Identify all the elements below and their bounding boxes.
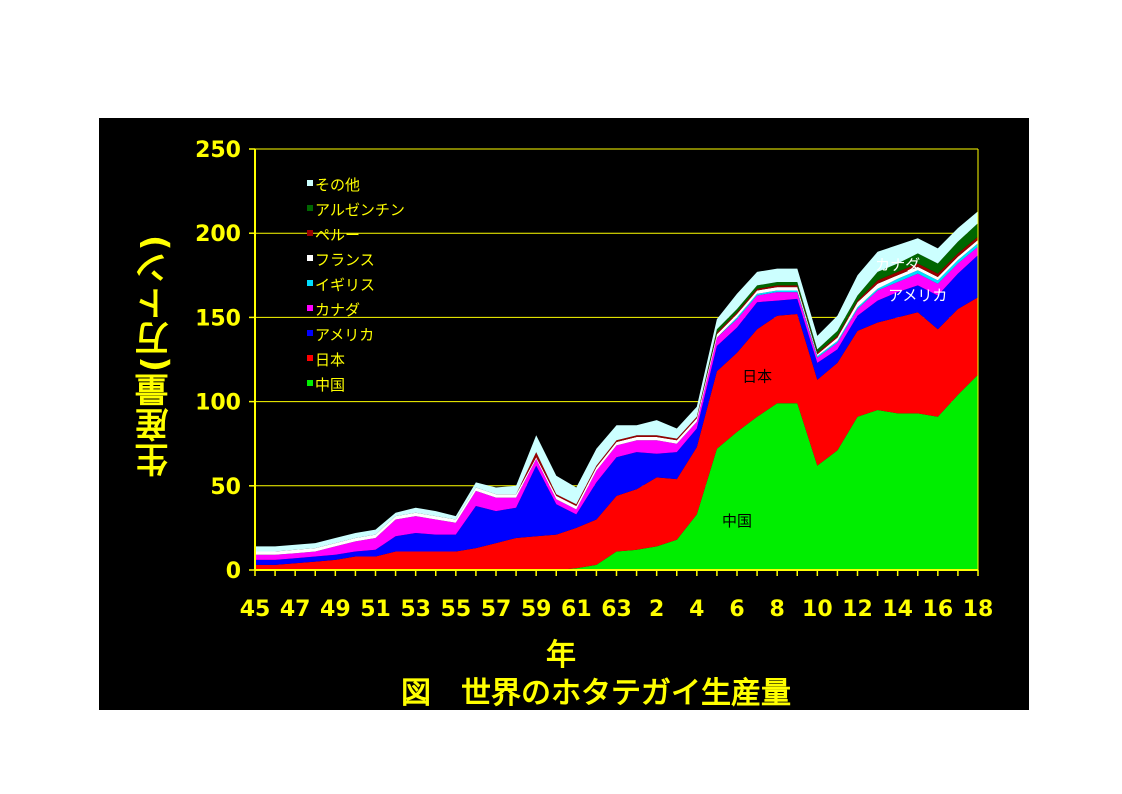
x-tick-label: 61 xyxy=(561,597,592,622)
x-tick-label: 14 xyxy=(882,597,913,622)
legend-label: 中国 xyxy=(315,376,345,394)
x-tick-label: 53 xyxy=(400,597,431,622)
series-annotation: アメリカ xyxy=(888,287,947,305)
x-tick-label: 57 xyxy=(481,597,512,622)
legend-label: ペルー xyxy=(315,226,360,244)
legend-swatch xyxy=(307,230,313,236)
legend-swatch xyxy=(307,380,313,386)
series-annotation: カナダ xyxy=(875,256,920,274)
legend-swatch xyxy=(307,280,313,286)
y-tick-label: 150 xyxy=(195,306,241,331)
y-tick-label: 0 xyxy=(226,559,241,584)
x-tick-label: 51 xyxy=(360,597,391,622)
x-tick-label: 8 xyxy=(770,597,785,622)
legend-swatch xyxy=(307,305,313,311)
area-series xyxy=(255,374,978,570)
x-tick-label: 55 xyxy=(441,597,472,622)
y-tick-label: 100 xyxy=(195,391,241,416)
legend-swatch xyxy=(307,180,313,186)
y-tick-label: 250 xyxy=(195,138,241,163)
x-tick-label: 47 xyxy=(280,597,311,622)
legend-swatch xyxy=(307,330,313,336)
series-annotation: 日本 xyxy=(742,367,772,385)
legend-label: イギリス xyxy=(315,276,375,294)
legend-label: アメリカ xyxy=(315,326,374,344)
x-tick-label: 6 xyxy=(729,597,744,622)
legend-label: フランス xyxy=(315,251,375,269)
x-tick-label: 10 xyxy=(802,597,833,622)
chart-title: 図 世界のホタテガイ生産量 xyxy=(401,676,791,711)
x-tick-label: 2 xyxy=(649,597,664,622)
y-tick-label: 50 xyxy=(210,475,241,500)
legend-swatch xyxy=(307,255,313,261)
legend-label: 日本 xyxy=(315,351,345,369)
y-axis-title: 生産量(万トン) xyxy=(135,233,175,477)
x-tick-label: 45 xyxy=(240,597,271,622)
x-tick-label: 59 xyxy=(521,597,552,622)
area-series xyxy=(255,297,978,570)
x-tick-label: 12 xyxy=(842,597,873,622)
series-annotation: 中国 xyxy=(722,512,752,530)
x-tick-label: 16 xyxy=(923,597,954,622)
x-tick-label: 63 xyxy=(601,597,632,622)
legend-swatch xyxy=(307,355,313,361)
x-tick-label: 18 xyxy=(963,597,994,622)
y-tick-label: 200 xyxy=(195,222,241,247)
legend-swatch xyxy=(307,205,313,211)
legend-label: アルゼンチン xyxy=(315,201,405,219)
area-series xyxy=(255,211,978,552)
x-axis-title: 年 xyxy=(546,638,576,673)
legend-label: その他 xyxy=(315,176,360,194)
legend-label: カナダ xyxy=(315,301,360,319)
x-tick-label: 49 xyxy=(320,597,351,622)
x-tick-label: 4 xyxy=(689,597,704,622)
